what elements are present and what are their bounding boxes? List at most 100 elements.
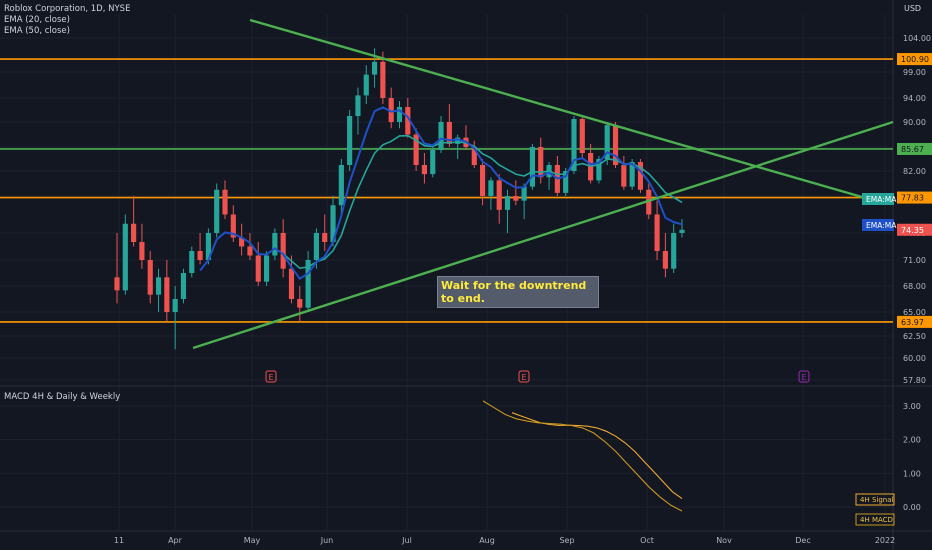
candle-body <box>388 98 394 122</box>
candle-body <box>280 233 286 269</box>
level-tag <box>897 53 932 66</box>
candle-body <box>239 237 245 247</box>
earnings-marker-label: E <box>801 373 806 382</box>
level-tag-label: 85.67 <box>901 145 924 154</box>
macd-tick-label: 3.00 <box>903 402 921 411</box>
ema-tag <box>862 219 894 231</box>
candle-body <box>538 147 544 178</box>
candle-body <box>355 95 361 116</box>
candle-body <box>330 205 336 242</box>
candle-body <box>114 277 120 291</box>
macd-tick-label: 2.00 <box>903 436 921 445</box>
price-tick-label: 60.00 <box>903 354 926 363</box>
macd-series-tag-label: 4H MACD <box>860 516 893 524</box>
annotation-note[interactable]: Wait for the downtrend to end. <box>437 276 599 308</box>
candle-body <box>413 134 419 165</box>
time-tick-label: Jun <box>320 536 334 545</box>
time-tick-label: Nov <box>716 536 732 545</box>
legend: Roblox Corporation, 1D, NYSE EMA (20, cl… <box>4 4 130 37</box>
earnings-marker-label: E <box>268 373 273 382</box>
ema-tag-label: EMA:MA <box>866 221 897 230</box>
candle-body <box>438 122 444 150</box>
time-tick-label: Apr <box>168 536 183 545</box>
macd-tick-label: 1.00 <box>903 469 921 478</box>
time-tick-label: Oct <box>640 536 654 545</box>
time-tick-label: Aug <box>479 536 495 545</box>
candle-body <box>504 196 511 210</box>
candle-body <box>646 189 652 215</box>
candle-body <box>679 229 685 233</box>
price-tick-label: 82.00 <box>903 167 926 176</box>
descending-trendline <box>249 18 863 199</box>
candle-body <box>480 165 486 196</box>
candle-body <box>430 150 436 175</box>
price-tick-label: 90.00 <box>903 118 926 127</box>
candle-body <box>396 107 403 122</box>
candle-body <box>380 61 386 98</box>
candle-body <box>488 180 494 196</box>
candle-body <box>455 137 461 144</box>
candle-body <box>612 125 619 165</box>
candle-body <box>629 162 635 187</box>
candle-body <box>147 260 153 295</box>
candle-body <box>662 251 668 269</box>
candle-body <box>471 147 477 165</box>
price-tick-label: 99.00 <box>903 68 926 77</box>
price-tick-label: 57.80 <box>903 376 926 385</box>
candle-body <box>272 233 278 256</box>
macd-series-tag <box>855 493 895 506</box>
macd-series-tag <box>855 513 895 526</box>
candle-body <box>180 273 187 299</box>
ema50-line <box>282 134 683 270</box>
last-price-label: 74.35 <box>901 226 924 235</box>
candle-body <box>371 61 378 75</box>
candle-body <box>322 233 328 242</box>
candle-body <box>596 159 602 181</box>
candle-body <box>122 223 128 291</box>
earnings-marker-icon <box>518 370 530 383</box>
candle-body <box>621 165 627 187</box>
last-price-tag <box>897 223 932 236</box>
level-tag-label: 63.97 <box>901 318 924 327</box>
ema20-line <box>199 106 683 281</box>
candle-body <box>513 196 519 201</box>
candle-body <box>288 268 295 299</box>
candle-body <box>255 255 261 282</box>
price-tick-label: 71.00 <box>903 256 926 265</box>
price-tick-label: 68.00 <box>903 282 926 291</box>
candle-body <box>446 122 452 144</box>
candle-body <box>222 189 228 215</box>
ema-tag-label: EMA:MA <box>866 195 897 204</box>
price-tick-label: 104.00 <box>903 34 931 43</box>
candle-body <box>189 251 195 273</box>
candle-body <box>214 189 220 233</box>
price-tick-label: 62.50 <box>903 332 926 341</box>
candle-body <box>563 171 569 193</box>
candle-body <box>155 277 162 295</box>
candle-body <box>172 299 178 312</box>
time-tick-label: Dec <box>795 536 810 545</box>
level-tag-label: 77.83 <box>901 194 924 203</box>
candle-body <box>405 107 411 135</box>
time-tick-label: 2022 <box>875 536 895 545</box>
candle-body <box>421 165 428 175</box>
earnings-marker-label: E <box>521 373 526 382</box>
currency-label: USD <box>904 4 922 13</box>
candle-body <box>654 214 660 251</box>
macd-series-tag-label: 4H Signal <box>860 496 894 504</box>
time-tick-label: 11 <box>114 536 124 545</box>
earnings-marker-icon <box>265 370 277 383</box>
candle-body <box>247 246 253 256</box>
candle-body <box>671 233 677 269</box>
candle-body <box>579 119 585 153</box>
candles <box>114 48 685 350</box>
candle-body <box>571 119 577 171</box>
macd-series-line <box>482 400 683 512</box>
candle-body <box>164 277 170 312</box>
ema-lines <box>199 106 683 281</box>
ema-tag <box>862 193 894 205</box>
price-tick-label: 65.00 <box>903 308 926 317</box>
level-tag-label: 100.90 <box>901 55 929 64</box>
